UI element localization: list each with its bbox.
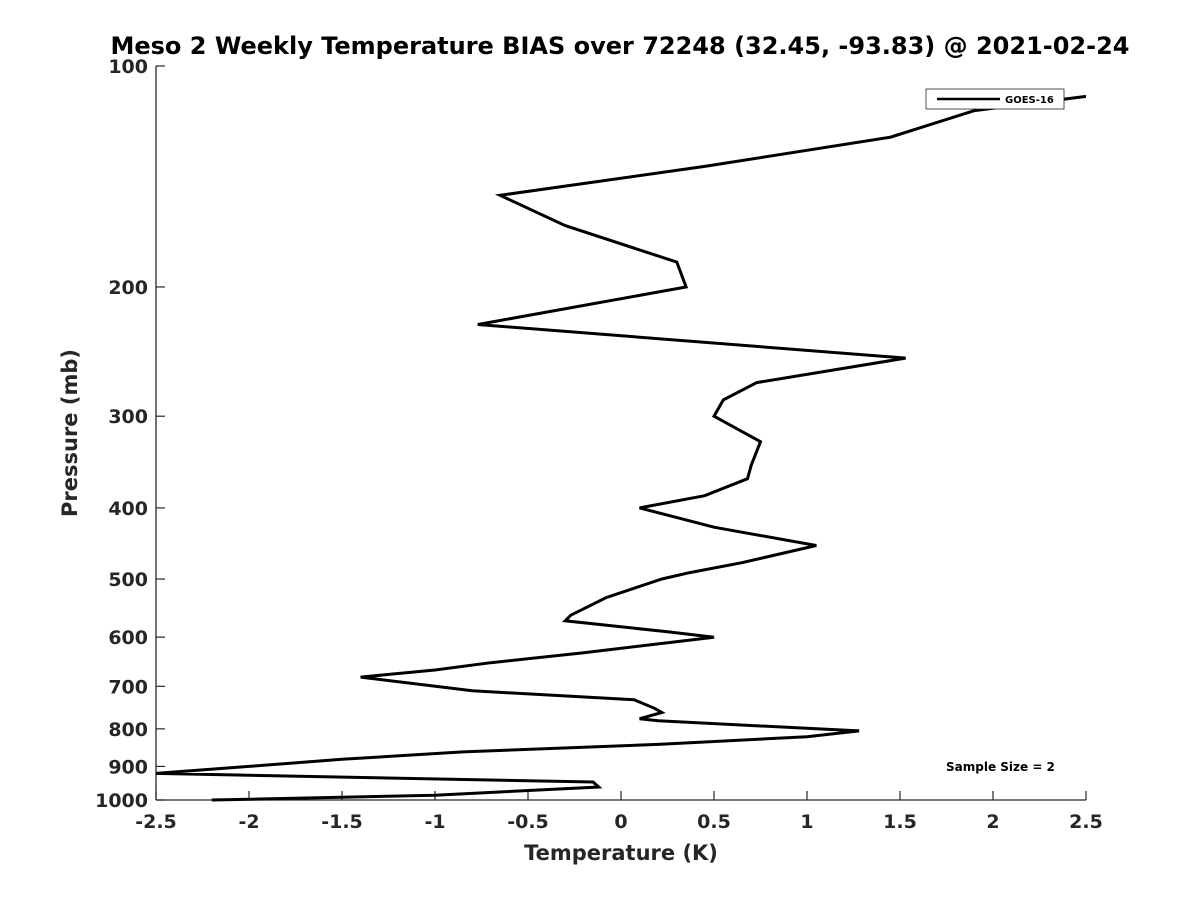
y-tick-label: 400 [108, 498, 148, 520]
x-tick-label: -2 [238, 811, 259, 833]
chart-title: Meso 2 Weekly Temperature BIAS over 7224… [110, 32, 1129, 60]
plot-area: -2.5 -2 -1.5 -1 -0.5 0 0.5 1 1.5 2 2.5 100 200 300 40… [95, 56, 1103, 833]
y-tick-label: 600 [108, 627, 148, 649]
series-group [155, 94, 1087, 802]
y-tick-label: 800 [108, 719, 148, 741]
y-tick-label: 500 [108, 569, 148, 591]
series-line-goes-16 [155, 94, 1087, 802]
y-tick-label: 700 [108, 676, 148, 698]
legend: GOES-16 [925, 88, 1065, 110]
legend-label: GOES-16 [1005, 95, 1054, 106]
x-tick-label: 0 [614, 811, 627, 833]
x-tick-label: -2.5 [135, 811, 177, 833]
x-tick-label: 1.5 [883, 811, 917, 833]
x-tick-label: 1 [800, 811, 813, 833]
x-tick-label: 2 [986, 811, 999, 833]
y-ticks: 100 200 300 400 500 600 700 800 900 1000 [95, 56, 165, 812]
x-tick-label: -0.5 [507, 811, 549, 833]
x-tick-label: 0.5 [697, 811, 731, 833]
x-tick-label: -1 [424, 811, 445, 833]
y-tick-label: 1000 [95, 790, 148, 812]
x-tick-label: 2.5 [1069, 811, 1103, 833]
y-tick-label: 300 [108, 406, 148, 428]
sample-size-annotation: Sample Size = 2 [946, 760, 1055, 774]
y-tick-label: 100 [108, 56, 148, 78]
y-tick-label: 200 [108, 277, 148, 299]
y-tick-label: 900 [108, 756, 148, 778]
x-axis-label: Temperature (K) [524, 841, 718, 865]
x-tick-label: -1.5 [321, 811, 363, 833]
x-ticks: -2.5 -2 -1.5 -1 -0.5 0 0.5 1 1.5 2 2.5 [135, 791, 1103, 833]
y-axis-label: Pressure (mb) [58, 349, 82, 517]
